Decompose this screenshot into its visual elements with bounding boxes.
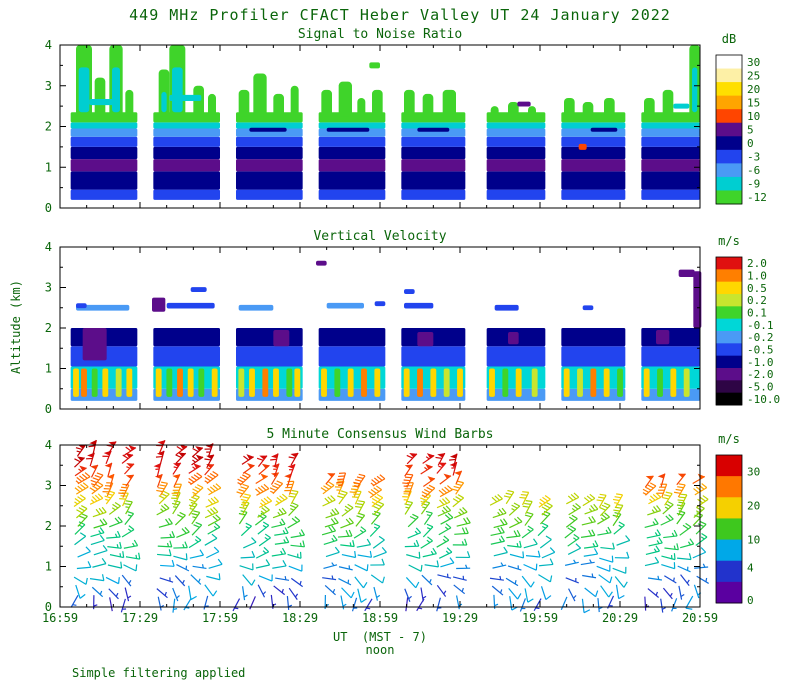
data-block xyxy=(401,289,466,401)
data-block xyxy=(486,101,546,200)
snr-panel: 0 1 2 3 4 Signal to Noise Ratio xyxy=(45,27,701,215)
svg-text:5 Minute Consensus Wind Barbs: 5 Minute Consensus Wind Barbs xyxy=(267,427,494,442)
svg-text:25: 25 xyxy=(747,69,760,82)
wind-barb-panel-colorbar: 30 20 10 4 0 m/s xyxy=(715,432,760,607)
svg-text:Signal to Noise Ratio: Signal to Noise Ratio xyxy=(298,27,462,42)
svg-text:3: 3 xyxy=(45,479,52,493)
svg-text:2: 2 xyxy=(45,120,52,134)
svg-text:16:59: 16:59 xyxy=(42,611,78,625)
svg-text:17:59: 17:59 xyxy=(202,611,238,625)
svg-text:17:29: 17:29 xyxy=(122,611,158,625)
svg-text:4: 4 xyxy=(45,240,52,254)
svg-text:-0.5: -0.5 xyxy=(747,344,774,357)
filtering-note: Simple filtering applied xyxy=(72,666,246,680)
svg-text:-10.0: -10.0 xyxy=(747,393,780,406)
data-block xyxy=(641,269,702,401)
data-block xyxy=(401,89,466,200)
svg-text:19:29: 19:29 xyxy=(442,611,478,625)
data-block xyxy=(561,97,626,200)
svg-text:-0.2: -0.2 xyxy=(747,331,774,344)
svg-text:20: 20 xyxy=(747,499,760,512)
svg-text:0.2: 0.2 xyxy=(747,294,767,307)
data-block xyxy=(153,45,220,200)
x-axis-tick-labels: 16:59 17:29 17:59 18:29 18:59 19:29 19:59 20:29… xyxy=(42,611,718,625)
svg-text:3: 3 xyxy=(45,79,52,93)
svg-text:0: 0 xyxy=(45,402,52,416)
data-block xyxy=(561,305,626,401)
svg-text:10: 10 xyxy=(747,110,760,123)
svg-text:1: 1 xyxy=(45,160,52,174)
svg-text:2.0: 2.0 xyxy=(747,257,767,270)
svg-text:5: 5 xyxy=(747,124,754,137)
svg-text:18:59: 18:59 xyxy=(362,611,398,625)
svg-text:2: 2 xyxy=(45,321,52,335)
svg-text:-0.1: -0.1 xyxy=(747,319,774,332)
svg-text:m/s: m/s xyxy=(718,234,740,248)
noon-label: noon xyxy=(365,643,395,657)
svg-text:0: 0 xyxy=(45,600,52,614)
svg-text:0.5: 0.5 xyxy=(747,282,767,295)
svg-text:15: 15 xyxy=(747,96,760,109)
svg-text:30: 30 xyxy=(747,465,760,478)
wind-barb-panel: 0 1 2 3 4 5 Minute Consensus Wind Barbs xyxy=(45,427,709,614)
vertical-velocity-panel-colorbar: 2.01.00.50.20.1-0.1-0.2-0.5-1.0-2.0-5.0-… xyxy=(715,234,780,406)
data-block xyxy=(236,304,303,401)
svg-text:2: 2 xyxy=(45,519,52,533)
x-axis-caption: UT (MST - 7) xyxy=(333,630,427,644)
svg-text:-2.0: -2.0 xyxy=(747,368,774,381)
svg-text:-1.0: -1.0 xyxy=(747,356,774,369)
svg-text:m/s: m/s xyxy=(718,432,740,446)
svg-text:1.0: 1.0 xyxy=(747,270,767,283)
svg-text:-6: -6 xyxy=(747,164,760,177)
data-block xyxy=(70,303,138,401)
svg-text:1: 1 xyxy=(45,362,52,376)
svg-text:18:29: 18:29 xyxy=(282,611,318,625)
vertical-velocity-panel: 0 1 2 3 4 Vertical Velocity xyxy=(45,229,702,416)
svg-text:19:59: 19:59 xyxy=(522,611,558,625)
svg-text:0: 0 xyxy=(747,137,754,150)
data-block xyxy=(641,45,700,200)
svg-text:3: 3 xyxy=(45,281,52,295)
svg-text:0.1: 0.1 xyxy=(747,307,767,320)
svg-text:-9: -9 xyxy=(747,178,760,191)
svg-text:1: 1 xyxy=(45,560,52,574)
chart-title: 449 MHz Profiler CFACT Heber Valley UT 2… xyxy=(129,6,671,24)
svg-text:10: 10 xyxy=(747,533,760,546)
data-block xyxy=(70,45,138,200)
svg-text:0: 0 xyxy=(45,201,52,215)
data-block xyxy=(486,304,546,401)
svg-text:Vertical Velocity: Vertical Velocity xyxy=(313,229,446,244)
svg-text:20: 20 xyxy=(747,83,760,96)
svg-text:20:59: 20:59 xyxy=(682,611,718,625)
data-block xyxy=(316,260,386,401)
svg-text:4: 4 xyxy=(45,438,52,452)
svg-text:20:29: 20:29 xyxy=(602,611,638,625)
svg-text:-12: -12 xyxy=(747,191,767,204)
svg-text:-5.0: -5.0 xyxy=(747,381,774,394)
svg-text:0: 0 xyxy=(747,594,754,607)
svg-text:30: 30 xyxy=(747,56,760,69)
data-block xyxy=(236,73,303,200)
svg-text:4: 4 xyxy=(747,561,754,574)
data-block xyxy=(152,287,220,401)
svg-text:4: 4 xyxy=(45,38,52,52)
svg-text:dB: dB xyxy=(722,32,736,46)
svg-text:-3: -3 xyxy=(747,151,760,164)
data-block xyxy=(318,62,386,200)
